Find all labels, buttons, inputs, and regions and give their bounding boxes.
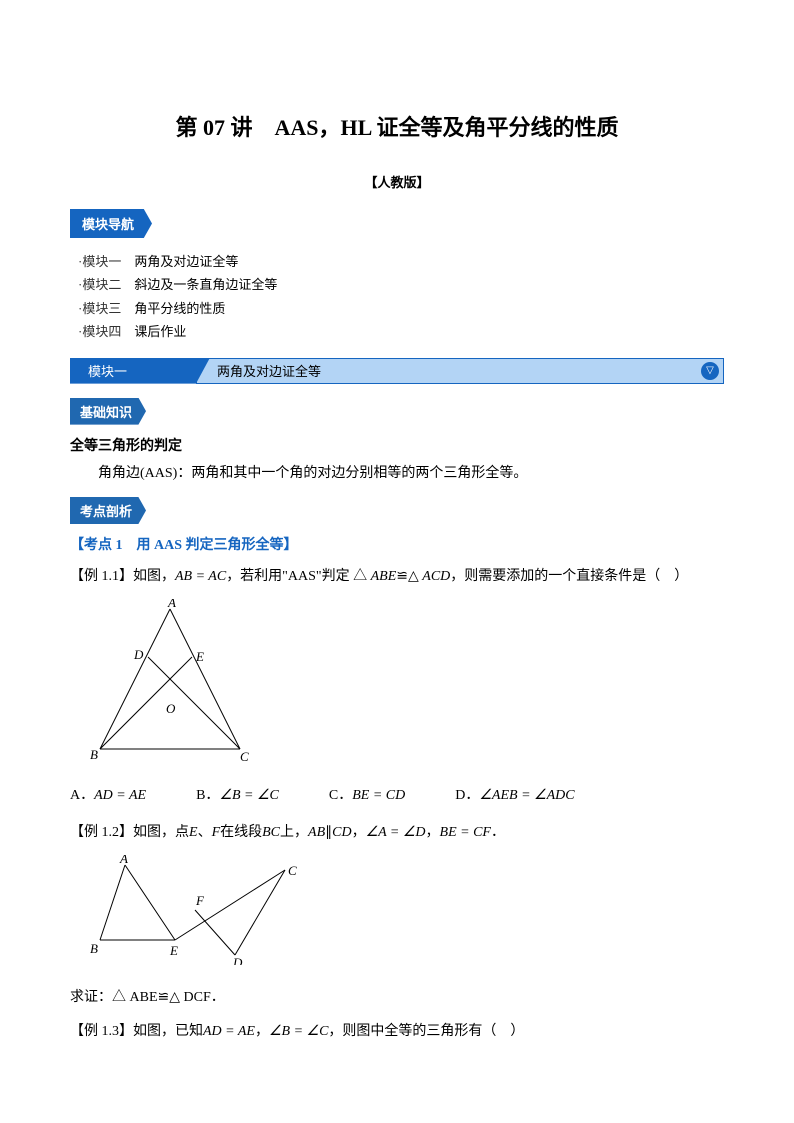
svg-text:F: F xyxy=(195,893,205,908)
options: A．AD = AE B．∠B = ∠C C．BE = CD D．∠AEB = ∠… xyxy=(70,784,724,804)
section-bar-right: 两角及对边证全等 ▽ xyxy=(196,358,724,384)
option-b: B．∠B = ∠C xyxy=(196,784,279,804)
svg-text:B: B xyxy=(90,941,98,956)
module-item: ·模块二 斜边及一条直角边证全等 xyxy=(78,273,724,296)
option-d: D．∠AEB = ∠ADC xyxy=(455,784,574,804)
module-item: ·模块三 角平分线的性质 xyxy=(78,297,724,320)
basic-badge: 基础知识 xyxy=(70,398,146,425)
dropdown-icon: ▽ xyxy=(701,362,719,380)
proof-1-2: 求证：△ ABE≌△ DCF． xyxy=(70,985,724,1010)
module-list: ·模块一 两角及对边证全等 ·模块二 斜边及一条直角边证全等 ·模块三 角平分线… xyxy=(78,250,724,344)
question-1-1: 【例 1.1】如图，AB = AC，若利用"AAS"判定 △ ABE≌△ ACD… xyxy=(70,564,724,589)
svg-text:E: E xyxy=(195,649,204,664)
section-bar: 模块一 两角及对边证全等 ▽ xyxy=(70,358,724,384)
svg-text:B: B xyxy=(90,747,98,762)
svg-text:D: D xyxy=(133,647,144,662)
section-bar-left: 模块一 xyxy=(70,358,210,384)
module-item: ·模块四 课后作业 xyxy=(78,320,724,343)
exam-point: 【考点 1 用 AAS 判定三角形全等】 xyxy=(70,534,724,554)
subtitle: 【人教版】 xyxy=(70,172,724,191)
analysis-badge: 考点剖析 xyxy=(70,497,146,524)
page-title: 第 07 讲 AAS，HL 证全等及角平分线的性质 xyxy=(70,110,724,142)
nav-badge: 模块导航 xyxy=(70,209,152,238)
diagram-2: A B E F D C xyxy=(90,855,724,965)
svg-text:A: A xyxy=(167,599,176,610)
svg-text:C: C xyxy=(288,863,297,878)
svg-text:C: C xyxy=(240,749,249,764)
question-1-3: 【例 1.3】如图，已知AD = AE，∠B = ∠C，则图中全等的三角形有（ … xyxy=(70,1019,724,1044)
basic-title: 全等三角形的判定 xyxy=(70,435,724,455)
option-a: A．AD = AE xyxy=(70,784,146,804)
svg-text:E: E xyxy=(169,943,178,958)
svg-text:A: A xyxy=(119,855,128,866)
basic-text: 角角边(AAS)：两角和其中一个角的对边分别相等的两个三角形全等。 xyxy=(70,463,724,485)
diagram-1: A B C D E O xyxy=(90,599,724,764)
svg-text:O: O xyxy=(166,701,176,716)
question-1-2: 【例 1.2】如图，点E、F在线段BC上，AB∥CD，∠A = ∠D，BE = … xyxy=(70,820,724,845)
option-c: C．BE = CD xyxy=(329,784,405,804)
triangle-diagram-2: A B E F D C xyxy=(90,855,300,965)
module-item: ·模块一 两角及对边证全等 xyxy=(78,250,724,273)
triangle-diagram-1: A B C D E O xyxy=(90,599,260,764)
svg-text:D: D xyxy=(232,955,243,965)
